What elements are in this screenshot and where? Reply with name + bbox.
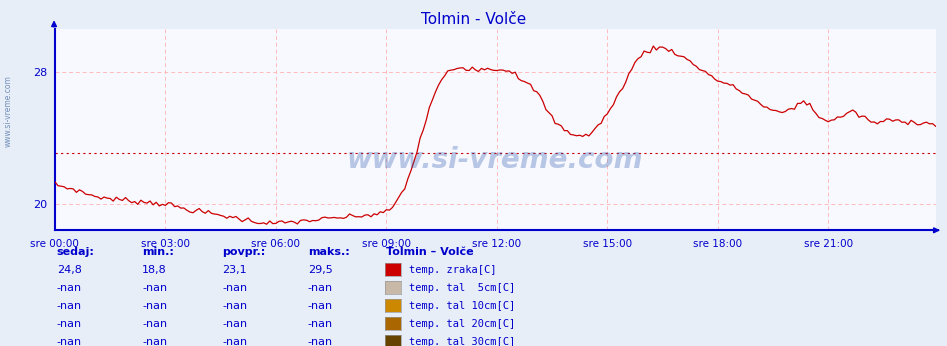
Text: temp. tal 10cm[C]: temp. tal 10cm[C] <box>409 301 515 311</box>
Text: 24,8: 24,8 <box>57 265 81 275</box>
Text: temp. tal 20cm[C]: temp. tal 20cm[C] <box>409 319 515 329</box>
Text: 18,8: 18,8 <box>142 265 167 275</box>
Text: -nan: -nan <box>57 337 82 346</box>
Text: -nan: -nan <box>142 301 168 311</box>
Text: temp. tal 30cm[C]: temp. tal 30cm[C] <box>409 337 515 346</box>
Text: -nan: -nan <box>57 283 82 293</box>
Text: -nan: -nan <box>308 283 333 293</box>
Text: www.si-vreme.com: www.si-vreme.com <box>4 75 12 147</box>
Text: www.si-vreme.com: www.si-vreme.com <box>347 146 644 174</box>
Text: min.:: min.: <box>142 247 174 257</box>
Text: 29,5: 29,5 <box>308 265 332 275</box>
Text: -nan: -nan <box>57 301 82 311</box>
Text: -nan: -nan <box>308 319 333 329</box>
Text: -nan: -nan <box>142 337 168 346</box>
Text: Tolmin - Volče: Tolmin - Volče <box>420 12 527 27</box>
Text: -nan: -nan <box>142 283 168 293</box>
Text: -nan: -nan <box>57 319 82 329</box>
Text: -nan: -nan <box>223 283 248 293</box>
Text: povpr.:: povpr.: <box>223 247 266 257</box>
Text: -nan: -nan <box>142 319 168 329</box>
Text: -nan: -nan <box>308 337 333 346</box>
Text: -nan: -nan <box>308 301 333 311</box>
Text: temp. zraka[C]: temp. zraka[C] <box>409 265 496 275</box>
Text: -nan: -nan <box>223 301 248 311</box>
Text: Tolmin – Volče: Tolmin – Volče <box>386 247 474 257</box>
Text: 23,1: 23,1 <box>223 265 247 275</box>
Text: -nan: -nan <box>223 337 248 346</box>
Text: temp. tal  5cm[C]: temp. tal 5cm[C] <box>409 283 515 293</box>
Text: sedaj:: sedaj: <box>57 247 95 257</box>
Text: maks.:: maks.: <box>308 247 349 257</box>
Text: -nan: -nan <box>223 319 248 329</box>
